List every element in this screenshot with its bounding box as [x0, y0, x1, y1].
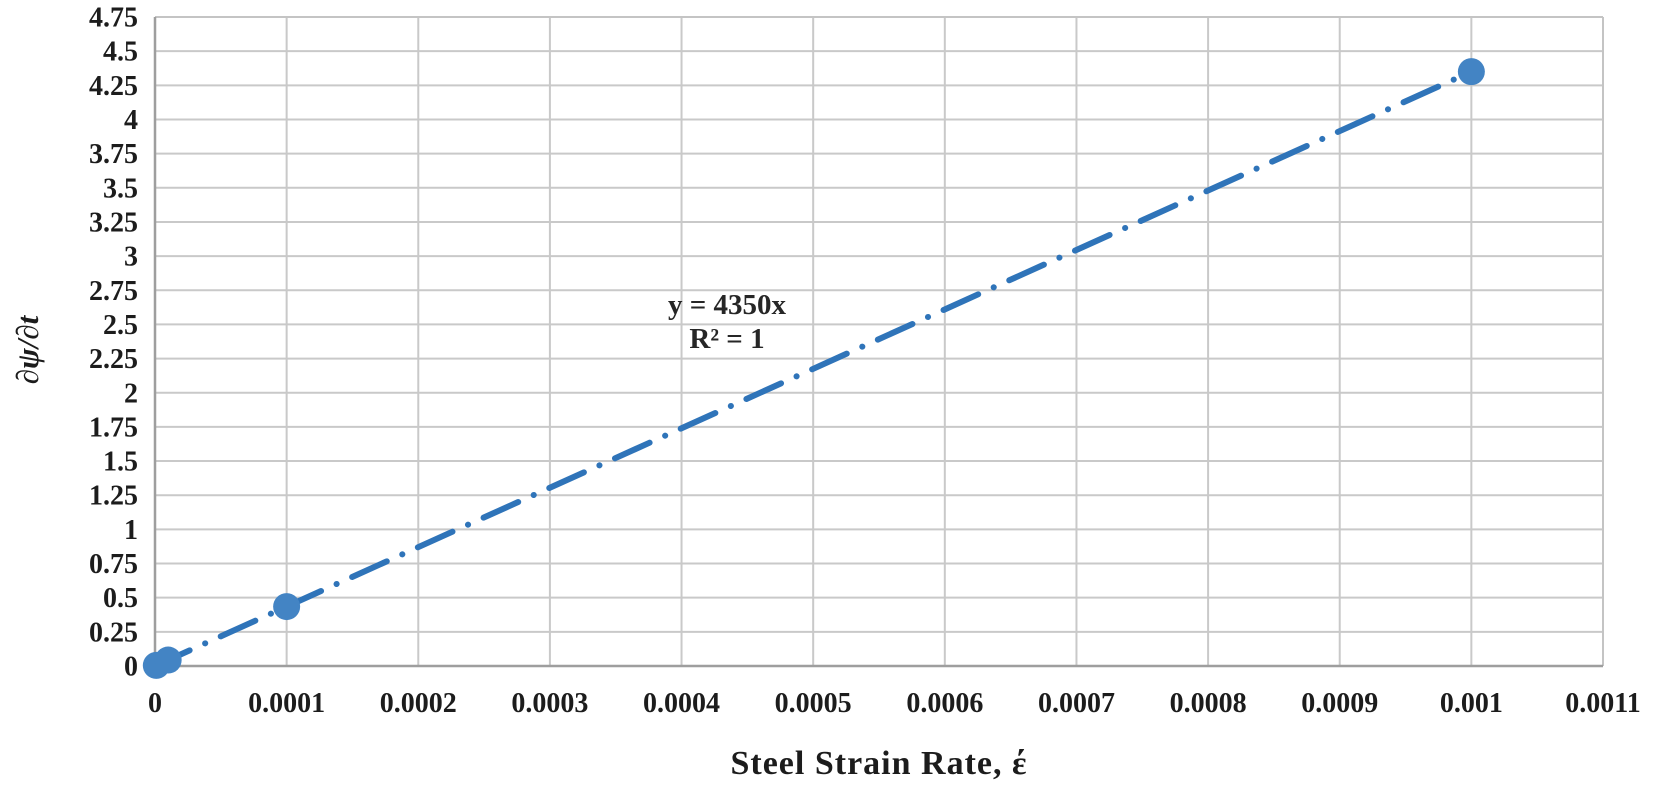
y-tick-label: 4 — [124, 105, 138, 136]
data-point-marker — [154, 646, 182, 674]
trendline-annotation: y = 4350x R² = 1 — [668, 288, 786, 356]
data-point-marker — [273, 593, 301, 621]
y-tick-label: 4.5 — [103, 37, 138, 68]
y-axis-title: ∂ψ/∂t — [10, 315, 45, 385]
x-tick-label: 0.0001 — [248, 688, 325, 719]
y-tick-label: 4.75 — [89, 3, 138, 34]
trendline-equation: y = 4350x — [667, 289, 787, 321]
x-tick-label: 0.0011 — [1565, 688, 1640, 719]
trendline — [152, 68, 1475, 669]
y-tick-label: 0.5 — [103, 583, 138, 614]
y-tick-label: 2.25 — [89, 344, 138, 375]
x-tick-label: 0.0006 — [906, 688, 983, 719]
y-tick-label: 2.75 — [89, 276, 138, 307]
x-tick-label: 0.0004 — [643, 688, 720, 719]
x-axis-title: Steel Strain Rate, έ — [730, 745, 1028, 782]
y-tick-label: 1.5 — [103, 447, 138, 478]
y-tick-label: 2 — [124, 378, 138, 409]
x-tick-label: 0.0008 — [1170, 688, 1247, 719]
y-tick-label: 3.75 — [89, 139, 138, 170]
y-tick-label: 0 — [124, 652, 138, 683]
data-point-marker — [1457, 58, 1485, 86]
y-tick-label: 4.25 — [89, 71, 138, 102]
y-tick-label: 0.25 — [89, 617, 138, 648]
y-tick-label: 1.75 — [89, 412, 138, 443]
y-tick-label: 3 — [124, 242, 138, 273]
x-tick-label: 0.001 — [1440, 688, 1503, 719]
y-tick-label: 3.5 — [103, 173, 138, 204]
x-tick-label: 0.0009 — [1301, 688, 1378, 719]
y-tick-label: 0.75 — [89, 549, 138, 580]
y-tick-label: 2.5 — [103, 310, 138, 341]
x-tick-label: 0.0007 — [1038, 688, 1115, 719]
y-tick-label: 1 — [124, 515, 138, 546]
y-tick-label: 3.25 — [89, 207, 138, 238]
x-tick-label: 0 — [148, 688, 162, 719]
x-tick-label: 0.0003 — [511, 688, 588, 719]
x-tick-label: 0.0002 — [380, 688, 457, 719]
x-tick-label: 0.0005 — [775, 688, 852, 719]
trendline-r-squared: R² = 1 — [689, 323, 765, 355]
y-tick-label: 1.25 — [89, 481, 138, 512]
